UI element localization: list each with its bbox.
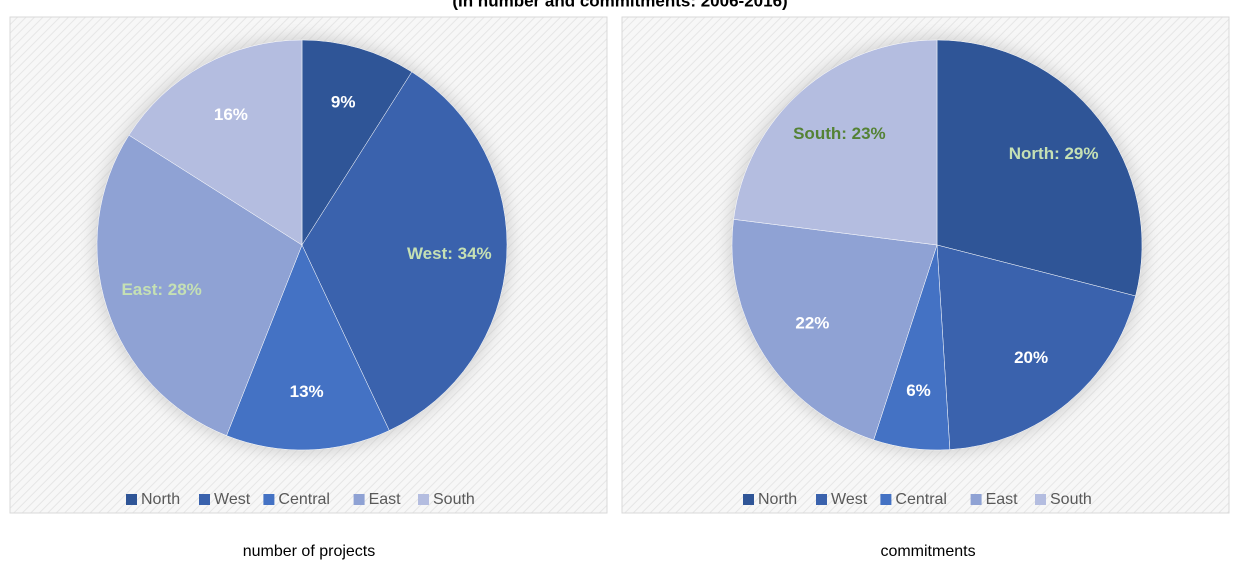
- data-label: 20%: [1014, 348, 1048, 367]
- pie-slice: [301, 71, 508, 431]
- data-label: 22%: [795, 314, 829, 333]
- legend-swatch: [970, 494, 982, 505]
- legend-label: East: [986, 491, 1019, 508]
- chart-caption: commitments: [880, 543, 975, 560]
- pie-slice: [128, 39, 303, 246]
- legend-swatch: [126, 494, 137, 505]
- pie-slice: [733, 39, 938, 246]
- legend-label: South: [1050, 491, 1092, 508]
- pie-slice: [301, 39, 413, 246]
- pie-slice: [936, 39, 1143, 297]
- legend-label: West: [214, 491, 251, 508]
- legend-label: North: [141, 491, 180, 508]
- legend-swatch: [353, 494, 365, 505]
- legend-label: West: [831, 491, 868, 508]
- data-label: 13%: [290, 382, 324, 401]
- data-label: 16%: [214, 105, 248, 124]
- data-label: West: 34%: [407, 244, 492, 263]
- chart-title: (In number and commitments: 2006-2016): [452, 0, 787, 10]
- legend-swatch: [418, 494, 429, 505]
- legend-label: Central: [278, 491, 330, 508]
- pie-slice: [226, 244, 390, 451]
- chart-caption: number of projects: [243, 543, 376, 560]
- pie-slice: [936, 244, 1136, 450]
- legend-label: Central: [895, 491, 947, 508]
- data-label: North: 29%: [1009, 144, 1099, 163]
- legend-swatch: [1035, 494, 1046, 505]
- legend-swatch: [199, 494, 210, 505]
- legend-swatch: [263, 494, 275, 505]
- legend-label: East: [369, 491, 402, 508]
- data-label: 6%: [906, 381, 931, 400]
- legend-label: South: [433, 491, 475, 508]
- data-label: South: 23%: [793, 124, 886, 143]
- legend-swatch: [880, 494, 892, 505]
- legend-swatch: [816, 494, 827, 505]
- data-label: East: 28%: [121, 280, 201, 299]
- legend-label: North: [758, 491, 797, 508]
- legend-swatch: [743, 494, 754, 505]
- data-label: 9%: [331, 93, 356, 112]
- pie-slice: [96, 134, 303, 436]
- pie-slice: [731, 219, 938, 441]
